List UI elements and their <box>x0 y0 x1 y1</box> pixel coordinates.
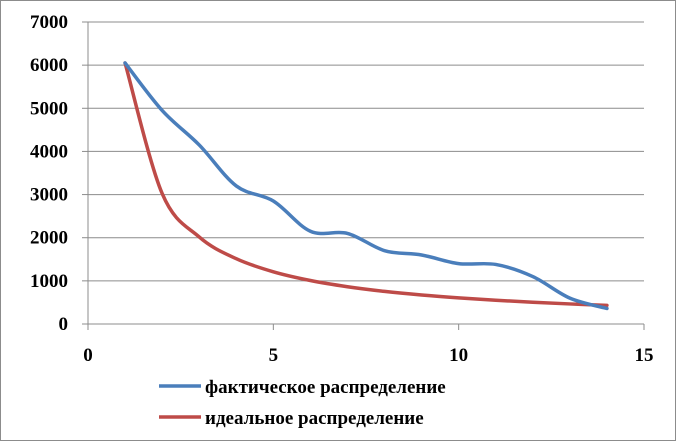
legend: фактическое распределение идеальное распр… <box>159 377 446 429</box>
series-lines <box>123 61 609 311</box>
series-line-actual <box>123 61 609 311</box>
y-tick-label: 7000 <box>30 12 68 33</box>
legend-label: идеальное распределение <box>205 408 424 429</box>
x-tick-label: 10 <box>449 345 468 366</box>
y-tick-label: 1000 <box>30 271 68 292</box>
y-tick-label: 5000 <box>30 98 68 119</box>
y-tick-label: 3000 <box>30 185 68 206</box>
y-tick-label: 2000 <box>30 228 68 249</box>
y-tick-label: 0 <box>59 314 69 335</box>
legend-label: фактическое распределение <box>205 377 446 398</box>
series-line-ideal <box>123 61 609 308</box>
axes: 0 1000 2000 3000 4000 5000 6000 7000 0 5 10 15 <box>30 12 654 366</box>
gridlines <box>88 21 644 282</box>
x-tick-label: 15 <box>635 345 654 366</box>
x-tick-label: 5 <box>269 345 279 366</box>
x-tick-label: 0 <box>83 345 93 366</box>
y-tick-label: 4000 <box>30 141 68 162</box>
y-tick-label: 6000 <box>30 55 68 76</box>
